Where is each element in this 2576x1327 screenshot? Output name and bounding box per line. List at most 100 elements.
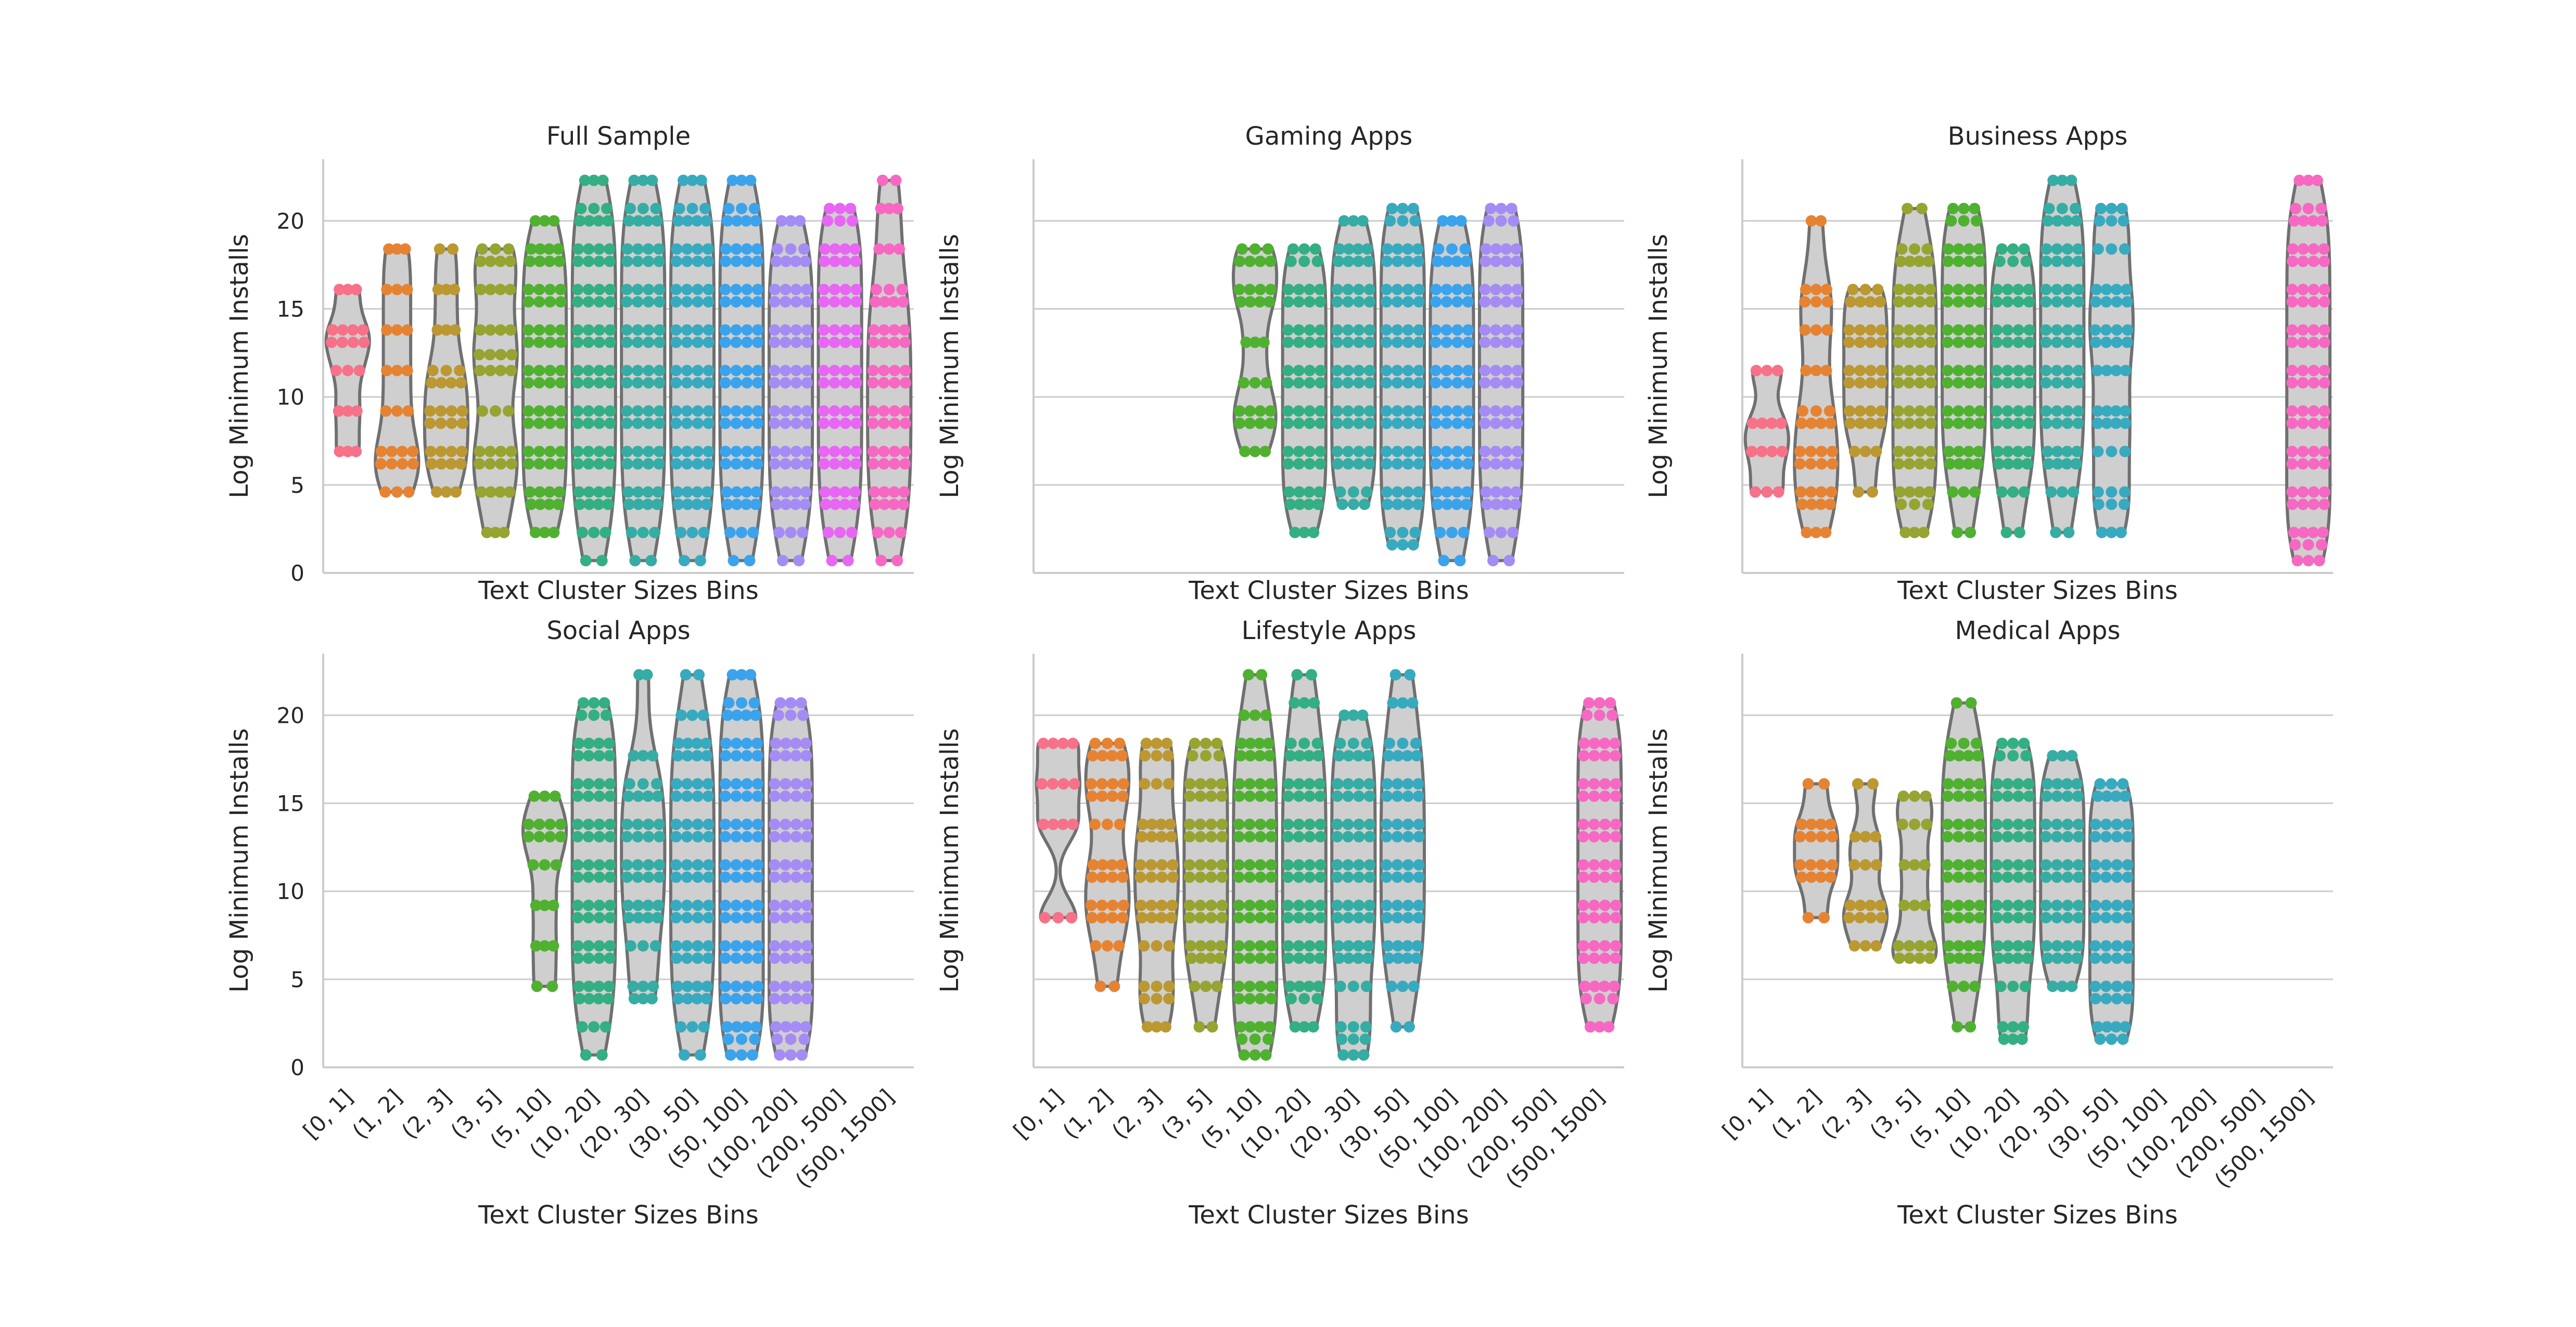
strip-point (484, 256, 496, 267)
strip-point (652, 486, 664, 498)
strip-point (576, 1021, 588, 1033)
strip-point (2116, 202, 2128, 214)
strip-point (604, 819, 616, 831)
strip-point (1500, 243, 1512, 255)
strip-point (1430, 458, 1442, 470)
strip-point (769, 778, 781, 790)
strip-point (2040, 831, 2052, 843)
strip-point (2073, 336, 2084, 348)
strip-point (1254, 993, 1266, 1005)
strip-point (801, 778, 813, 790)
strip-point (2072, 819, 2084, 831)
strip-point (2094, 778, 2106, 790)
strip-point (1921, 243, 1933, 255)
strip-point (1991, 377, 2003, 389)
strip-point (1974, 405, 1986, 417)
strip-point (440, 486, 452, 498)
strip-point (2007, 750, 2019, 762)
strip-point (1479, 324, 1491, 336)
strip-point (632, 486, 644, 498)
strip-point (2051, 256, 2063, 267)
strip-point (431, 486, 443, 498)
strip-point (2122, 980, 2134, 992)
strip-point (801, 871, 813, 883)
strip-point (1963, 790, 1975, 802)
strip-point (2023, 365, 2035, 376)
strip-point (1166, 899, 1178, 911)
strip-point (1991, 912, 2003, 924)
strip-point (503, 243, 515, 255)
strip-point (1255, 912, 1266, 924)
strip-point (1969, 202, 1981, 214)
strip-point (1363, 912, 1375, 924)
strip-point (719, 980, 731, 992)
strip-point (1750, 486, 1761, 498)
strip-point (1974, 819, 1986, 831)
strip-point (800, 750, 812, 762)
strip-point (769, 296, 781, 308)
strip-point (1796, 871, 1808, 883)
strip-point (1942, 871, 1954, 883)
strip-point (534, 256, 546, 267)
strip-point (652, 899, 664, 911)
strip-point (2062, 296, 2074, 308)
strip-point (1805, 499, 1817, 511)
strip-point (780, 377, 792, 389)
strip-point (1364, 871, 1375, 883)
strip-point (632, 790, 644, 802)
strip-point (1599, 980, 1611, 992)
strip-point (2318, 486, 2330, 498)
strip-point (720, 993, 732, 1005)
strip-point (1304, 377, 1316, 389)
strip-point (780, 952, 792, 964)
strip-point (2051, 778, 2063, 790)
strip-point (1239, 445, 1251, 457)
strip-point (850, 296, 862, 308)
strip-point (1145, 899, 1157, 911)
strip-point (818, 336, 830, 348)
strip-point (730, 899, 742, 911)
strip-point (2002, 778, 2014, 790)
strip-point (823, 202, 835, 214)
strip-point (1347, 709, 1359, 721)
strip-point (1970, 737, 1982, 749)
strip-point (1233, 284, 1245, 296)
strip-point (1892, 324, 1904, 336)
strip-point (730, 952, 742, 964)
strip-point (1825, 871, 1837, 883)
strip-point (769, 377, 781, 389)
strip-point (572, 284, 584, 296)
strip-point (1800, 365, 1812, 376)
strip-point (875, 202, 887, 214)
strip-point (572, 243, 584, 255)
strip-point (2041, 243, 2052, 255)
strip-point (2089, 980, 2101, 992)
strip-point (1200, 980, 1212, 992)
strip-point (1382, 243, 1394, 255)
strip-point (1440, 296, 1452, 308)
strip-point (2308, 486, 2320, 498)
strip-point (2062, 324, 2074, 336)
strip-point (741, 417, 753, 429)
strip-point (1315, 365, 1327, 376)
strip-point (1995, 980, 2007, 992)
strip-point (484, 324, 496, 336)
strip-point (2020, 256, 2032, 267)
strip-point (1381, 790, 1393, 802)
strip-point (2051, 831, 2063, 843)
strip-point (2062, 859, 2074, 871)
strip-point (828, 458, 840, 470)
strip-point (1255, 940, 1266, 952)
strip-point (604, 284, 616, 296)
strip-point (1194, 790, 1206, 802)
strip-point (741, 499, 752, 511)
strip-point (671, 980, 683, 992)
strip-point (725, 1049, 736, 1061)
strip-point (670, 365, 682, 376)
strip-point (703, 912, 715, 924)
strip-point (1440, 377, 1452, 389)
strip-point (1794, 859, 1806, 871)
strip-point (582, 445, 594, 457)
strip-point (503, 405, 515, 417)
strip-point (1848, 445, 1860, 457)
